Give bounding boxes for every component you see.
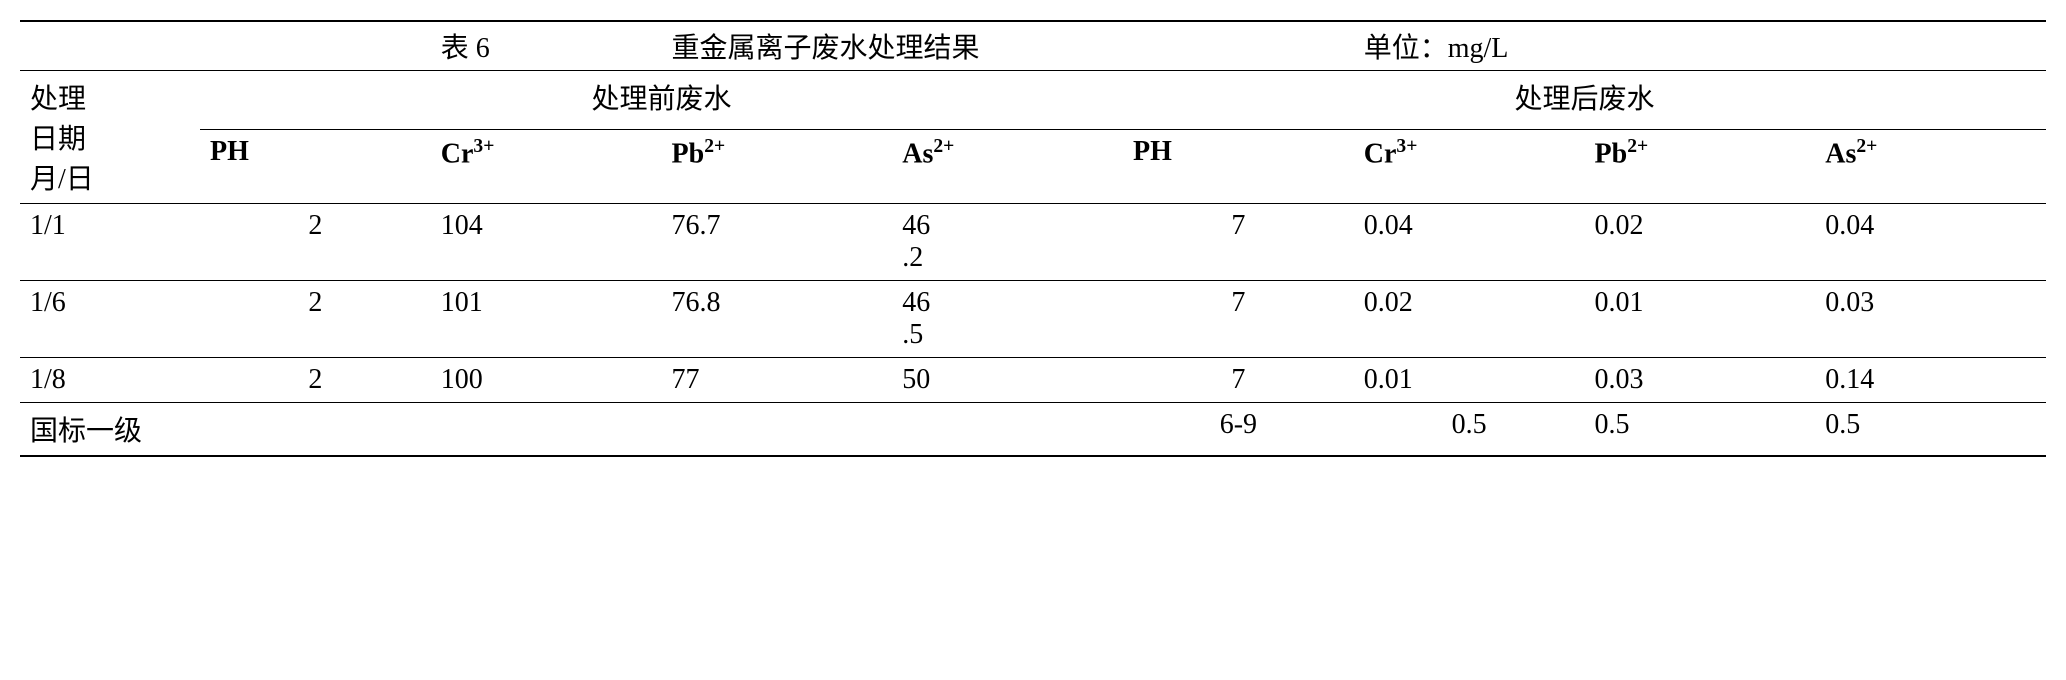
cell-before-cr: 101	[431, 281, 662, 358]
col-after-pb: Pb2+	[1585, 129, 1816, 181]
table-row: 1/1 2 104 76.7 46 .2 7 0.04 0.02 0.04	[20, 204, 2046, 281]
date-header: 处理 日期 月/日	[20, 71, 200, 204]
col-after-as: As2+	[1815, 129, 2046, 181]
table-number: 表 6	[431, 21, 662, 71]
col-after-cr: Cr3+	[1354, 129, 1585, 181]
date-header-line3: 月/日	[30, 157, 190, 197]
cell-before-ph: 2	[200, 358, 431, 403]
cell-before-as: 50	[892, 358, 1123, 403]
cell-before-pb: 76.7	[662, 204, 893, 281]
cell-after-as: 0.04	[1815, 204, 2046, 281]
cell-before-ph: 2	[200, 204, 431, 281]
standard-after-pb: 0.5	[1585, 403, 1816, 457]
cell-before-as: 46 .5	[892, 281, 1123, 358]
cell-after-ph: 7	[1123, 204, 1354, 281]
date-header-line1: 处理	[30, 77, 190, 117]
table-row: 1/8 2 100 77 50 7 0.01 0.03 0.14	[20, 358, 2046, 403]
cell-before-ph: 2	[200, 281, 431, 358]
caption-row: 表 6 重金属离子废水处理结果 单位：mg/L	[20, 21, 2046, 71]
table-container: 表 6 重金属离子废水处理结果 单位：mg/L 处理 日期 月/日 处理前废水 …	[20, 20, 2046, 457]
before-group-header: 处理前废水	[200, 71, 1123, 130]
cell-after-cr: 0.02	[1354, 281, 1585, 358]
cell-before-cr: 104	[431, 204, 662, 281]
col-before-ph: PH	[200, 129, 431, 181]
after-group-header: 处理后废水	[1123, 71, 2046, 130]
standard-row: 国标一级 6-9 0.5 0.5 0.5	[20, 403, 2046, 457]
cell-before-pb: 77	[662, 358, 893, 403]
cell-date: 1/8	[20, 358, 200, 403]
cell-after-pb: 0.03	[1585, 358, 1816, 403]
cell-after-cr: 0.01	[1354, 358, 1585, 403]
sub-header-spacer	[20, 181, 2046, 204]
standard-label: 国标一级	[20, 403, 431, 457]
table-title: 重金属离子废水处理结果	[662, 21, 1354, 71]
cell-date: 1/1	[20, 204, 200, 281]
standard-after-cr: 0.5	[1354, 403, 1585, 457]
cell-after-cr: 0.04	[1354, 204, 1585, 281]
data-table: 表 6 重金属离子废水处理结果 单位：mg/L 处理 日期 月/日 处理前废水 …	[20, 20, 2046, 457]
cell-after-pb: 0.02	[1585, 204, 1816, 281]
cell-before-as: 46 .2	[892, 204, 1123, 281]
standard-after-as: 0.5	[1815, 403, 2046, 457]
table-unit: 单位：mg/L	[1354, 21, 1816, 71]
group-header-row: 处理 日期 月/日 处理前废水 处理后废水	[20, 71, 2046, 130]
cell-after-as: 0.14	[1815, 358, 2046, 403]
cell-after-ph: 7	[1123, 281, 1354, 358]
table-row: 1/6 2 101 76.8 46 .5 7 0.02 0.01 0.03	[20, 281, 2046, 358]
col-before-pb: Pb2+	[662, 129, 893, 181]
cell-after-pb: 0.01	[1585, 281, 1816, 358]
cell-before-cr: 100	[431, 358, 662, 403]
date-header-line2: 日期	[30, 117, 190, 157]
col-before-as: As2+	[892, 129, 1123, 181]
cell-after-as: 0.03	[1815, 281, 2046, 358]
cell-date: 1/6	[20, 281, 200, 358]
sub-header-row: PH Cr3+ Pb2+ As2+ PH Cr3+ Pb2+ As2+	[20, 129, 2046, 181]
cell-before-pb: 76.8	[662, 281, 893, 358]
standard-after-ph: 6-9	[1123, 403, 1354, 457]
cell-after-ph: 7	[1123, 358, 1354, 403]
col-before-cr: Cr3+	[431, 129, 662, 181]
col-after-ph: PH	[1123, 129, 1354, 181]
